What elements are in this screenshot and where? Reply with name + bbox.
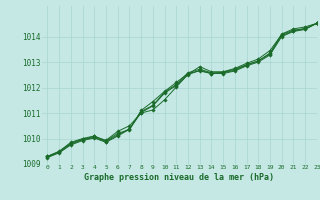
X-axis label: Graphe pression niveau de la mer (hPa): Graphe pression niveau de la mer (hPa) <box>84 173 274 182</box>
